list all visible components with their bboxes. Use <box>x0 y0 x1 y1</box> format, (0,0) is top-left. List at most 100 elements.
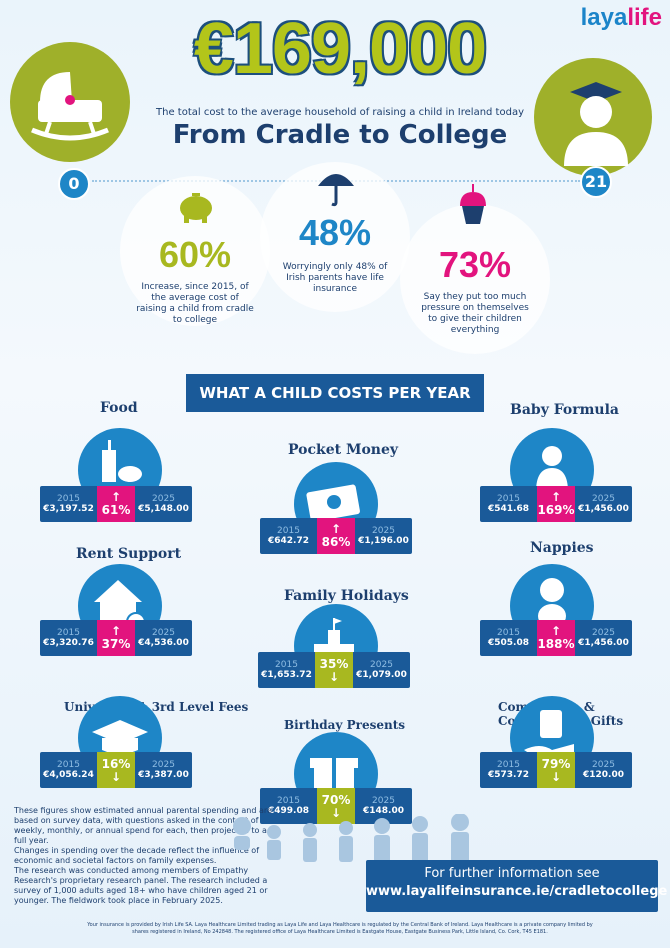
cost-box-university-3rd-level-fees: 2015 €4,056.24 16% ↓ 2025 €3,387.00 <box>40 752 192 788</box>
change-percent: 37% <box>101 637 131 651</box>
category-label-food: Food <box>100 400 138 416</box>
cost-2015: 2015 €505.08 <box>480 620 537 656</box>
cost-2015: 2015 €541.68 <box>480 486 537 522</box>
cash-icon <box>306 484 360 522</box>
cost-2015: 2015 €573.72 <box>480 752 537 788</box>
laya-life-logo: layalife <box>580 4 662 31</box>
value-2025: €4,536.00 <box>138 638 189 648</box>
value-2025: €1,079.00 <box>356 670 407 680</box>
year-2025-label: 2025 <box>592 494 615 504</box>
legal-disclaimer: Your insurance is provided by Irish Life… <box>87 922 593 935</box>
value-2015: €573.72 <box>488 770 529 780</box>
change-indicator: 79% ↓ <box>537 752 575 788</box>
change-indicator: 70% ↓ <box>317 788 355 824</box>
value-2025: €3,387.00 <box>138 770 189 780</box>
cost-box-baby-formula: 2015 €541.68 ↑ 169% 2025 €1,456.00 <box>480 486 632 522</box>
year-2015-label: 2015 <box>57 628 80 638</box>
cost-2025: 2025 €1,456.00 <box>575 620 632 656</box>
cost-2025: 2025 €5,148.00 <box>135 486 192 522</box>
category-label-nappies: Nappies <box>530 540 594 556</box>
category-label-baby-formula: Baby Formula <box>510 402 619 418</box>
arrow-up-icon: ↑ <box>330 522 342 536</box>
note-3: The research was conducted among members… <box>14 866 268 905</box>
piggy-bank-icon <box>180 193 212 223</box>
cost-box-birthday-presents: 2015 €499.08 70% ↓ 2025 €148.00 <box>260 788 412 824</box>
change-indicator: ↑ 188% <box>537 620 575 656</box>
stat-text-2: Worryingly only 48% of Irish parents hav… <box>282 262 388 294</box>
value-2025: €120.00 <box>583 770 624 780</box>
stat-circle-3 <box>400 204 550 354</box>
change-percent: 169% <box>537 503 575 517</box>
cost-2015: 2015 €642.72 <box>260 518 317 554</box>
food-icon <box>102 440 142 482</box>
cupcake-icon <box>460 184 486 224</box>
change-percent: 86% <box>321 535 351 549</box>
cost-2015: 2015 €3,197.52 <box>40 486 97 522</box>
graduation-cap-icon <box>92 720 148 754</box>
stat-value-1: 60% <box>158 234 232 275</box>
year-2015-label: 2015 <box>497 760 520 770</box>
cost-2025: 2025 €1,079.00 <box>353 652 410 688</box>
cost-box-food: 2015 €3,197.52 ↑ 61% 2025 €5,148.00 <box>40 486 192 522</box>
year-2015-label: 2015 <box>275 660 298 670</box>
category-label-pocket-money: Pocket Money <box>288 442 399 458</box>
year-2015-label: 2015 <box>57 760 80 770</box>
change-percent: 16% <box>101 757 131 771</box>
value-2015: €1,653.72 <box>261 670 312 680</box>
graduate-circle <box>534 58 652 176</box>
change-percent: 70% <box>321 793 351 807</box>
value-2015: €499.08 <box>268 806 309 816</box>
further-info-box: For further information see www.layalife… <box>366 860 668 912</box>
change-percent: 79% <box>541 757 571 771</box>
change-indicator: ↑ 61% <box>97 486 135 522</box>
cost-2015: 2015 €1,653.72 <box>258 652 315 688</box>
year-2025-label: 2025 <box>372 526 395 536</box>
value-2015: €3,197.52 <box>43 504 94 514</box>
further-info-link[interactable]: www.layalifeinsurance.ie/cradletocollege <box>366 884 668 899</box>
year-2025-label: 2025 <box>370 660 393 670</box>
graduate-icon <box>564 82 628 166</box>
arrow-down-icon: ↓ <box>328 670 340 684</box>
change-indicator: 16% ↓ <box>97 752 135 788</box>
cost-box-pocket-money: 2015 €642.72 ↑ 86% 2025 €1,196.00 <box>260 518 412 554</box>
change-percent: 188% <box>537 637 575 651</box>
cost-box-rent-support: 2015 €3,320.76 ↑ 37% 2025 €4,536.00 <box>40 620 192 656</box>
cost-2025: 2025 €3,387.00 <box>135 752 192 788</box>
arrow-down-icon: ↓ <box>110 770 122 784</box>
cost-2025: 2025 €148.00 <box>355 788 412 824</box>
umbrella-icon <box>318 174 354 207</box>
cost-box-nappies: 2015 €505.08 ↑ 188% 2025 €1,456.00 <box>480 620 632 656</box>
costs-banner: WHAT A CHILD COSTS PER YEAR <box>186 374 484 412</box>
stat-value-2: 48% <box>298 212 372 253</box>
year-2015-label: 2015 <box>57 494 80 504</box>
year-2025-label: 2025 <box>152 494 175 504</box>
cost-2025: 2025 €1,456.00 <box>575 486 632 522</box>
stat-text-3: Say they put too much pressure on themse… <box>421 292 529 335</box>
value-2015: €3,320.76 <box>43 638 94 648</box>
arrow-up-icon: ↑ <box>550 490 562 504</box>
note-2: Changes in spending over the decade refl… <box>14 846 260 865</box>
year-2025-label: 2025 <box>592 760 615 770</box>
category-label-family-holidays: Family Holidays <box>284 588 409 604</box>
year-2015-label: 2015 <box>497 494 520 504</box>
value-2015: €541.68 <box>488 504 529 514</box>
growing-children-icon <box>233 814 469 863</box>
value-2025: €5,148.00 <box>138 504 189 514</box>
category-label-rent-support: Rent Support <box>76 546 182 562</box>
year-2025-label: 2025 <box>372 796 395 806</box>
cradle-circle <box>10 42 130 162</box>
cost-2015: 2015 €3,320.76 <box>40 620 97 656</box>
cost-box-communion-confirmation-gifts: 2015 €573.72 79% ↓ 2025 €120.00 <box>480 752 632 788</box>
year-2015-label: 2015 <box>277 796 300 806</box>
page-tagline: From Cradle to College <box>172 120 508 150</box>
total-cost-subtitle: The total cost to the average household … <box>156 107 524 118</box>
age-end-badge: 21 <box>580 166 612 198</box>
value-2025: €1,456.00 <box>578 638 629 648</box>
change-percent: 35% <box>319 657 349 671</box>
value-2025: €1,196.00 <box>358 536 409 546</box>
year-2025-label: 2025 <box>152 760 175 770</box>
stat-value-3: 73% <box>438 244 512 285</box>
value-2015: €4,056.24 <box>43 770 94 780</box>
change-percent: 61% <box>101 503 131 517</box>
category-label-birthday-presents: Birthday Presents <box>284 718 406 732</box>
